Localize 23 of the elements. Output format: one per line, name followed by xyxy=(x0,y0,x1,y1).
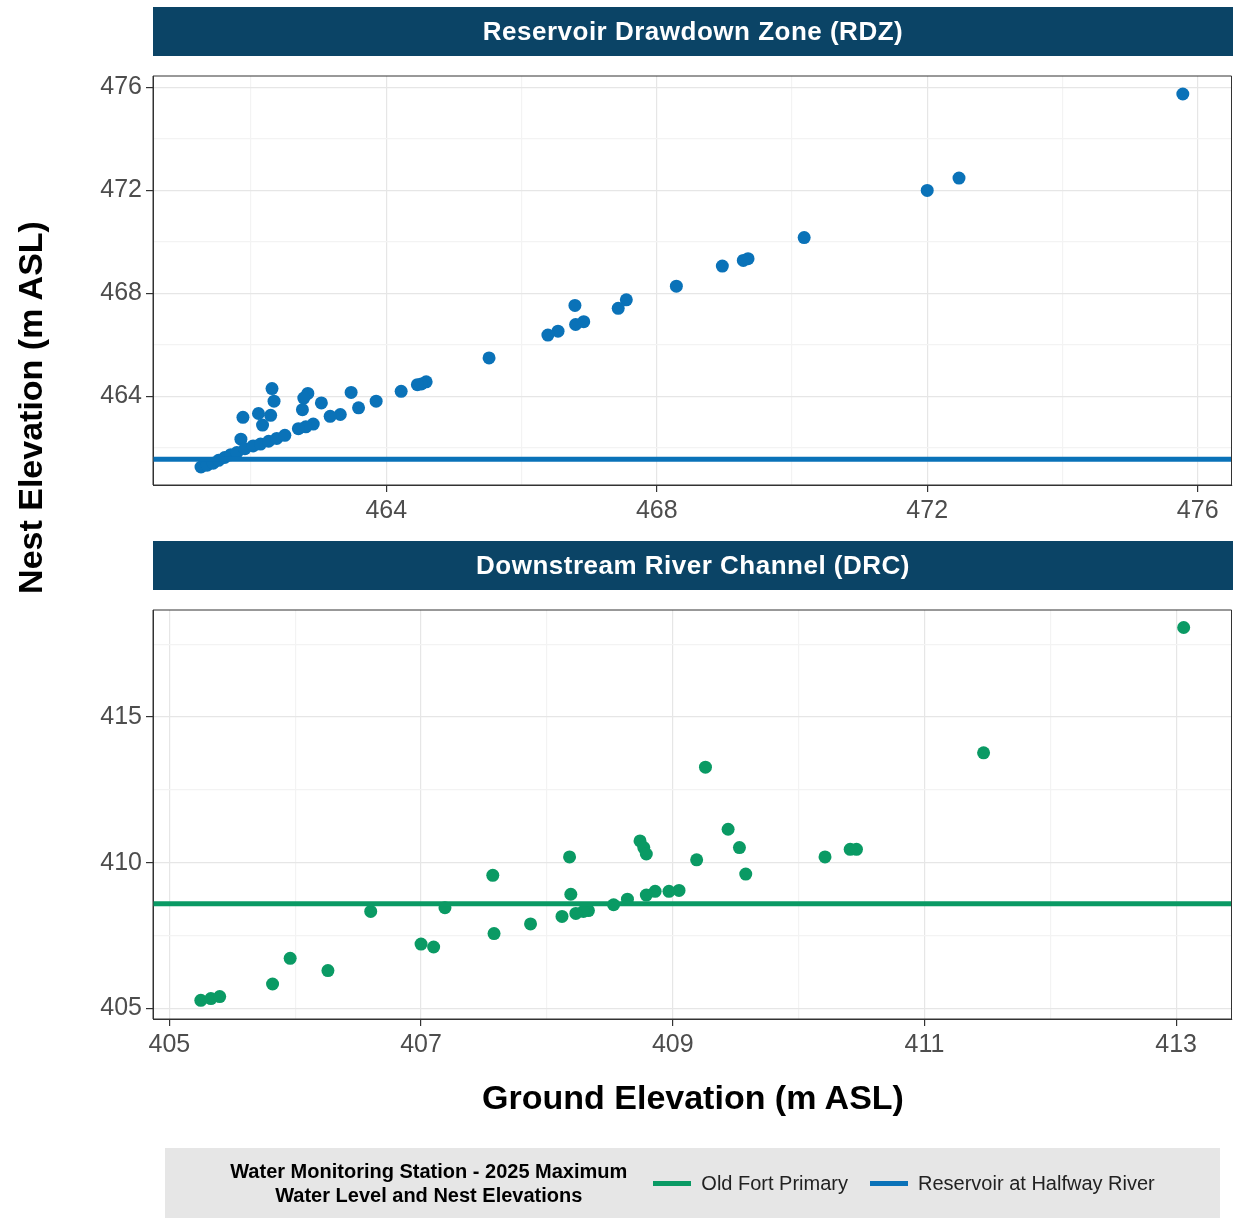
x-tick-label: 476 xyxy=(1176,494,1219,523)
legend-label: Reservoir at Halfway River xyxy=(918,1171,1155,1195)
y-tick-label: 472 xyxy=(100,174,142,203)
chart-title: Reservoir Drawdown Zone (RDZ) xyxy=(153,7,1233,56)
x-tick-label: 468 xyxy=(635,494,678,523)
legend-title: Water Monitoring Station - 2025 Maximum Water Level and Nest Elevations xyxy=(230,1159,628,1207)
x-tick-label: 409 xyxy=(651,1028,694,1057)
y-tick-label: 405 xyxy=(100,992,142,1021)
y-axis-title: Nest Elevation (m ASL) xyxy=(10,220,50,596)
x-tick-label: 413 xyxy=(1155,1028,1197,1057)
y-tick-label: 464 xyxy=(100,380,143,409)
x-tick-label: 464 xyxy=(365,494,408,523)
chart-title: Downstream River Channel (DRC) xyxy=(153,541,1233,590)
x-tick-label: 472 xyxy=(906,494,949,523)
y-tick-label: 468 xyxy=(100,277,142,306)
x-tick-label: 405 xyxy=(148,1028,191,1057)
y-tick-label: 476 xyxy=(100,71,142,100)
x-axis-title: Ground Elevation (m ASL) xyxy=(481,1078,905,1117)
x-tick-label: 411 xyxy=(904,1028,945,1057)
y-tick-label: 410 xyxy=(100,846,142,875)
legend-label: Old Fort Primary xyxy=(701,1171,849,1195)
y-tick-label: 415 xyxy=(100,700,142,729)
x-tick-label: 407 xyxy=(400,1028,442,1057)
